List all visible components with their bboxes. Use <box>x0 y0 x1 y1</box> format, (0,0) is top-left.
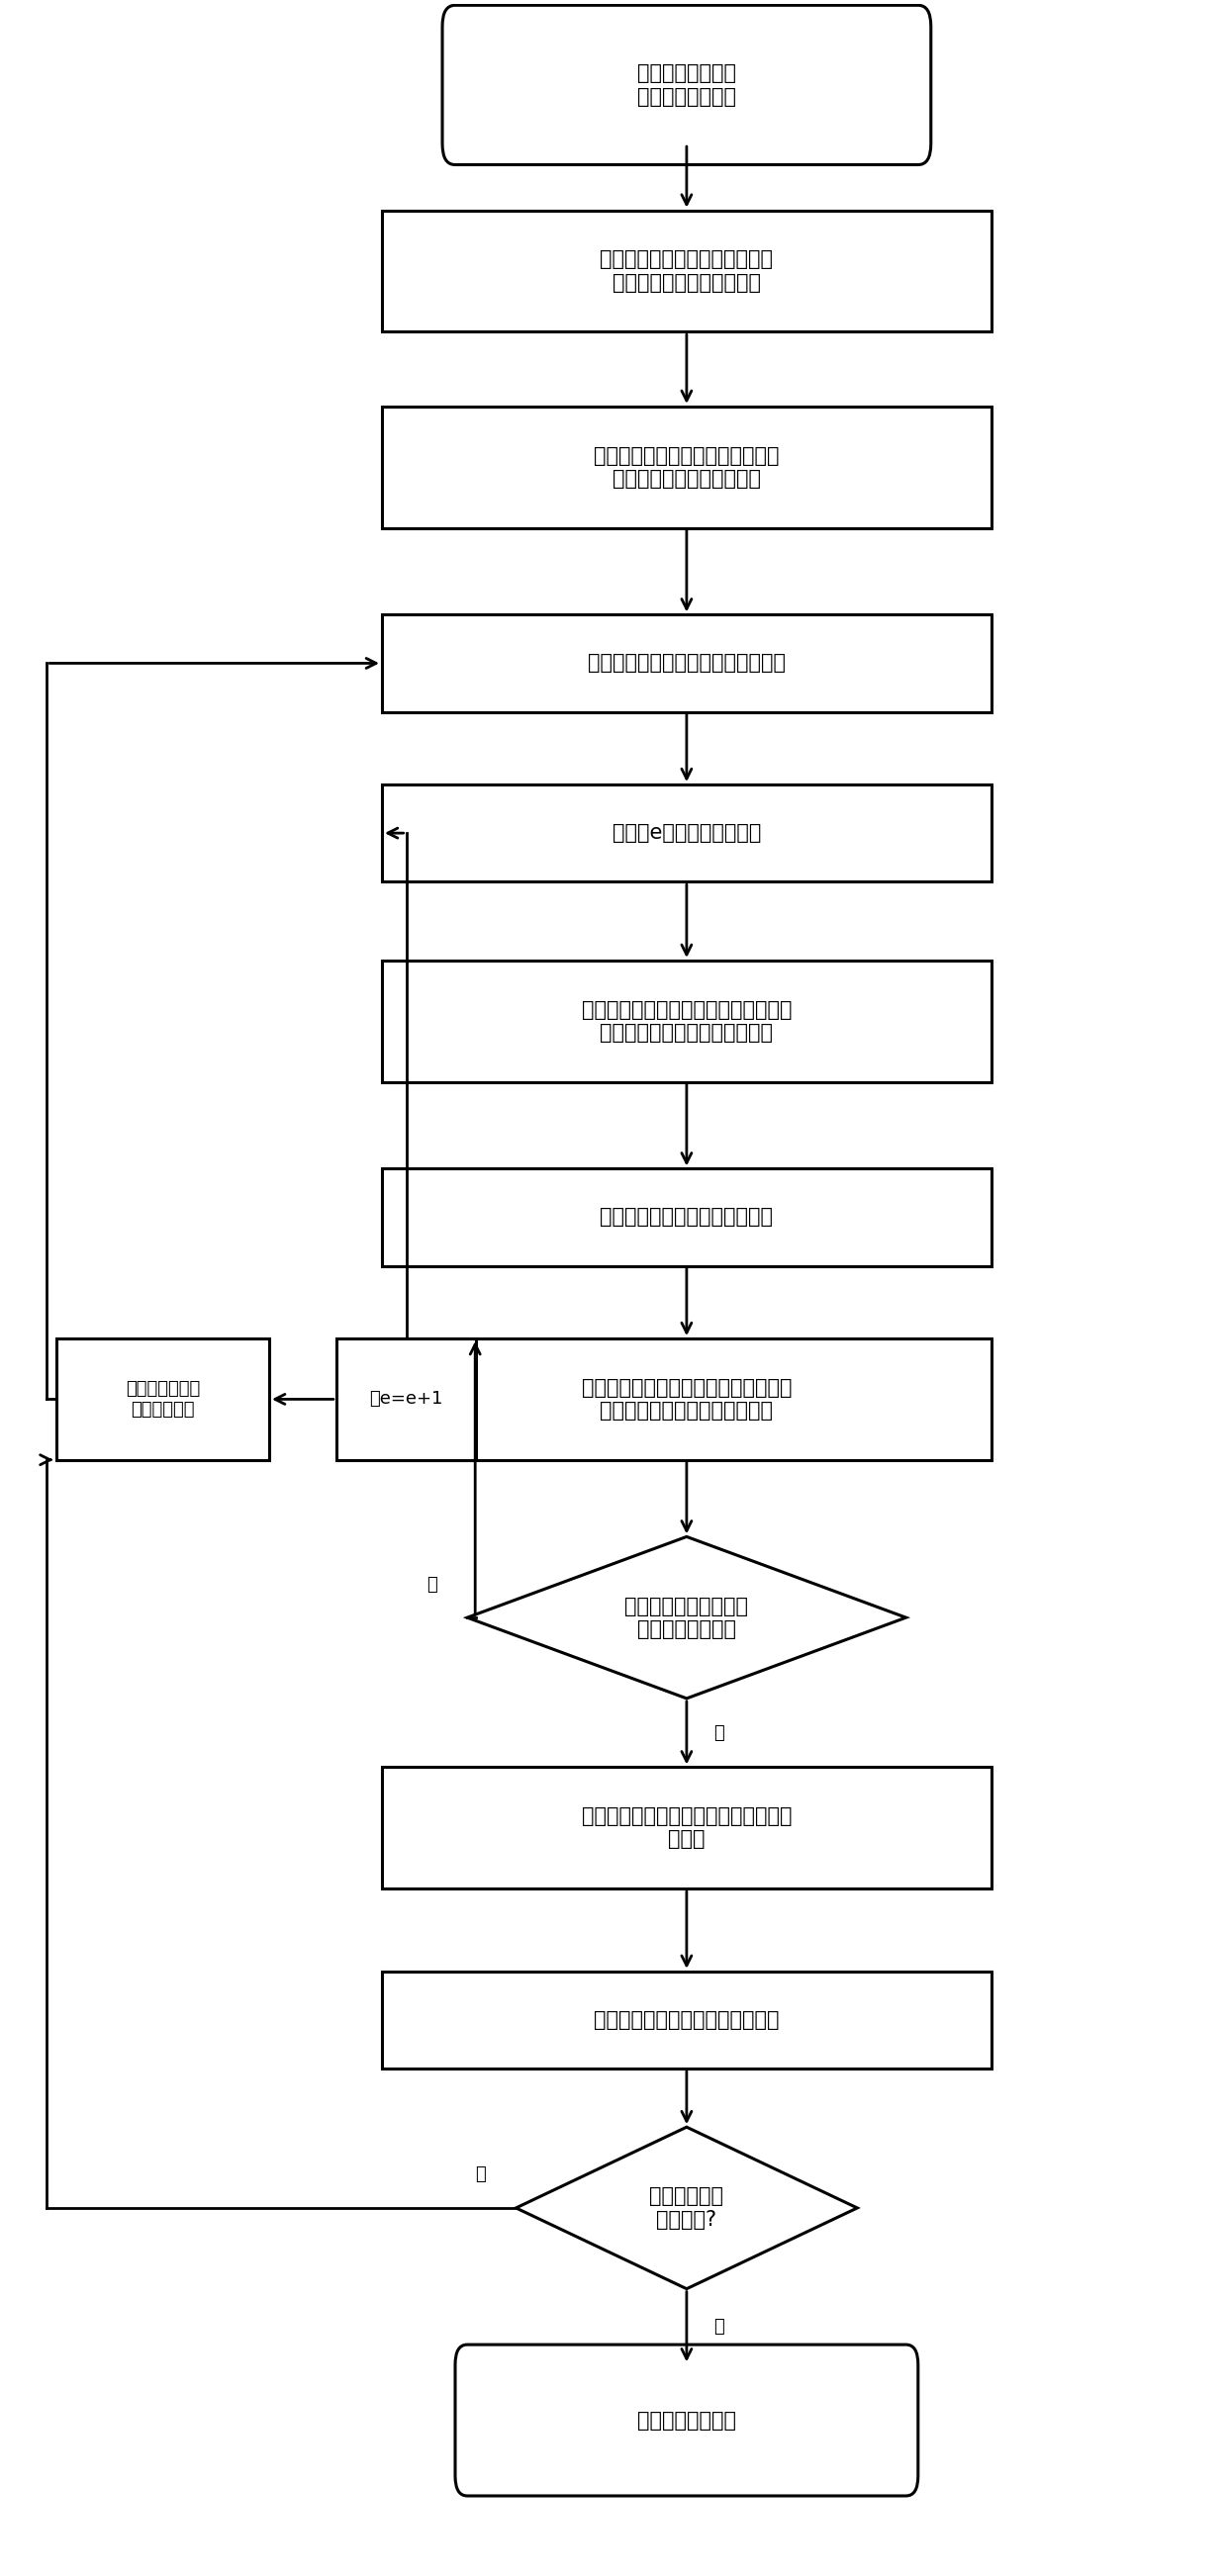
Text: 天线增益是否
满足要求?: 天线增益是否 满足要求? <box>649 2187 724 2228</box>
Text: 基于最小二乘原理，计算与赋形面拟合
均方根误差最小的目标曲面方程: 基于最小二乘原理，计算与赋形面拟合 均方根误差最小的目标曲面方程 <box>582 999 791 1043</box>
Text: 提取反射面所有主动面板的节点信息: 提取反射面所有主动面板的节点信息 <box>588 654 785 672</box>
Bar <box>336 1340 476 1461</box>
Polygon shape <box>467 1538 906 1698</box>
Bar <box>382 407 991 528</box>
FancyBboxPatch shape <box>443 5 931 165</box>
Bar <box>382 1971 991 2069</box>
Text: 最佳促动器调整量: 最佳促动器调整量 <box>637 2411 736 2429</box>
Text: 天线初始整体反射面为抛物面，
确定天线抛物面的标准方程: 天线初始整体反射面为抛物面， 确定天线抛物面的标准方程 <box>600 250 773 291</box>
Text: 令e=e+1: 令e=e+1 <box>369 1391 443 1409</box>
Bar <box>382 211 991 332</box>
Text: 计算调整后整体反射面的所有节点的轴
向误差: 计算调整后整体反射面的所有节点的轴 向误差 <box>582 1806 791 1850</box>
Bar <box>382 961 991 1082</box>
Text: 确定天线结构模型
和促动器支撑节点: 确定天线结构模型 和促动器支撑节点 <box>637 64 736 106</box>
FancyBboxPatch shape <box>455 2344 918 2496</box>
Text: 是否所有面板的促动器
调整量都计算完毕: 是否所有面板的促动器 调整量都计算完毕 <box>625 1597 748 1638</box>
Text: 确定面板与目标曲面的对应节点: 确定面板与目标曲面的对应节点 <box>600 1208 773 1226</box>
Text: 根据调整后整体反射面为赋形面，
确定天线赋形面的拟合方程: 根据调整后整体反射面为赋形面， 确定天线赋形面的拟合方程 <box>594 446 779 489</box>
Bar <box>382 1340 991 1461</box>
Polygon shape <box>517 2128 858 2290</box>
Text: 否: 否 <box>475 2166 486 2184</box>
Text: 改变促动器位置
更新天线模型: 改变促动器位置 更新天线模型 <box>125 1381 200 1419</box>
Text: 是: 是 <box>713 2318 724 2336</box>
Bar <box>382 1170 991 1265</box>
Text: 是: 是 <box>713 1723 724 1741</box>
Bar <box>56 1340 269 1461</box>
Bar <box>382 616 991 711</box>
Text: 否: 否 <box>426 1577 437 1595</box>
Text: 根据促动器支撑节点和面板与目标曲面
的对应节点，计算促动器调整量: 根据促动器支撑节点和面板与目标曲面 的对应节点，计算促动器调整量 <box>582 1378 791 1419</box>
Text: 提取第e块面板的节点信息: 提取第e块面板的节点信息 <box>612 824 761 842</box>
Text: 基于机电耦合模型，计算天线增益: 基于机电耦合模型，计算天线增益 <box>594 2009 779 2030</box>
Bar <box>382 1767 991 1888</box>
Bar <box>382 786 991 881</box>
